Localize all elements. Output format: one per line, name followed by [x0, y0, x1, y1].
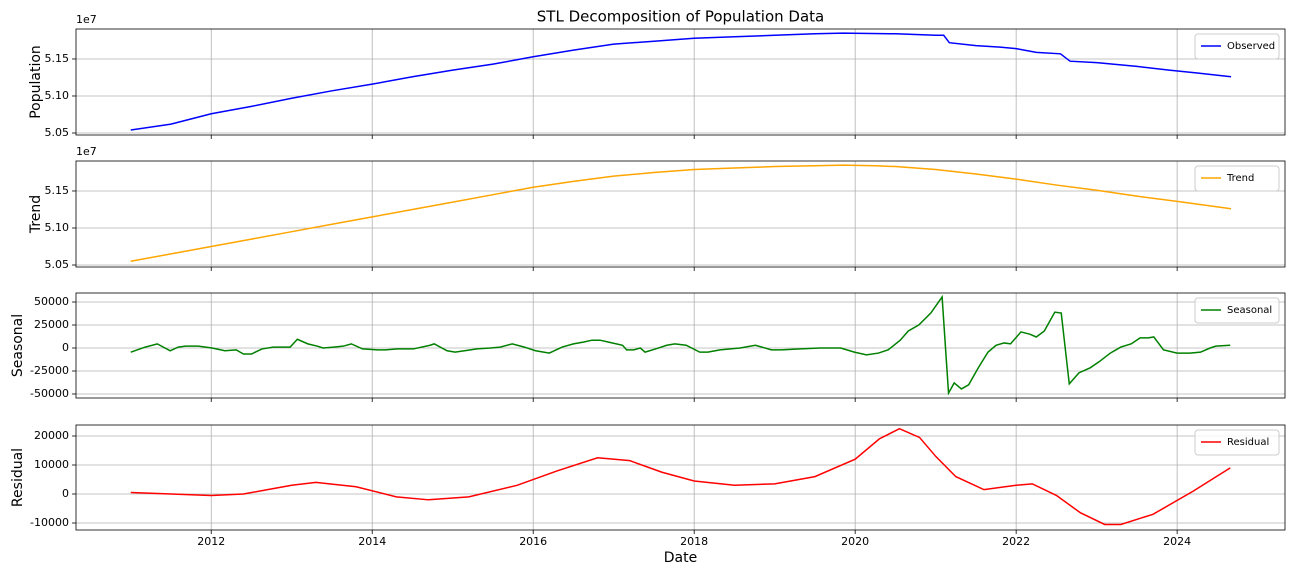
series-line — [130, 294, 1231, 396]
y-tick-label: -50000 — [30, 387, 69, 400]
x-tick-label: 2018 — [680, 535, 708, 548]
plot-frame — [75, 28, 1286, 136]
y-offset-label: 1e7 — [76, 145, 97, 158]
series-line — [130, 164, 1232, 263]
x-tick-label: 2014 — [358, 535, 386, 548]
legend-box — [1194, 33, 1280, 60]
x-tick-label: 2022 — [1002, 535, 1030, 548]
series-line — [130, 32, 1232, 131]
y-tick-label: 5.10 — [45, 89, 70, 102]
y-tick-label: 20000 — [34, 429, 69, 442]
legend-label: Seasonal — [1227, 305, 1272, 316]
y-tick-label: 5.15 — [45, 52, 70, 65]
y-axis-label: Trend — [28, 195, 44, 234]
plot-frame — [75, 292, 1286, 399]
x-axis-label: Date — [664, 550, 697, 566]
legend-label: Residual — [1227, 437, 1269, 448]
legend-box — [1194, 165, 1280, 192]
y-offset-label: 1e7 — [76, 13, 97, 26]
y-tick-label: 5.15 — [45, 184, 70, 197]
y-tick-label: -25000 — [30, 364, 69, 377]
legend-label: Observed — [1227, 41, 1275, 52]
x-tick-label: 2016 — [519, 535, 547, 548]
legend-box — [1194, 429, 1280, 456]
y-tick-label: 25000 — [34, 318, 69, 331]
y-tick-label: 5.05 — [45, 258, 70, 271]
y-axis-label: Seasonal — [10, 314, 26, 377]
y-tick-label: -10000 — [30, 516, 69, 529]
y-tick-label: 5.10 — [45, 221, 70, 234]
y-tick-label: 5.05 — [45, 126, 70, 139]
x-tick-label: 2012 — [197, 535, 225, 548]
series-line — [130, 427, 1231, 526]
legend-label: Trend — [1226, 173, 1254, 184]
x-tick-label: 2024 — [1163, 535, 1191, 548]
legend-box — [1194, 297, 1280, 324]
chart-title: STL Decomposition of Population Data — [537, 8, 824, 26]
y-axis-label: Population — [28, 45, 44, 119]
plot-frame — [75, 424, 1286, 531]
y-tick-label: 0 — [62, 341, 69, 354]
y-tick-label: 10000 — [34, 458, 69, 471]
x-tick-label: 2020 — [841, 535, 869, 548]
y-tick-label: 50000 — [34, 295, 69, 308]
y-tick-label: 0 — [62, 487, 69, 500]
y-axis-label: Residual — [10, 448, 26, 507]
plot-frame — [75, 160, 1286, 268]
